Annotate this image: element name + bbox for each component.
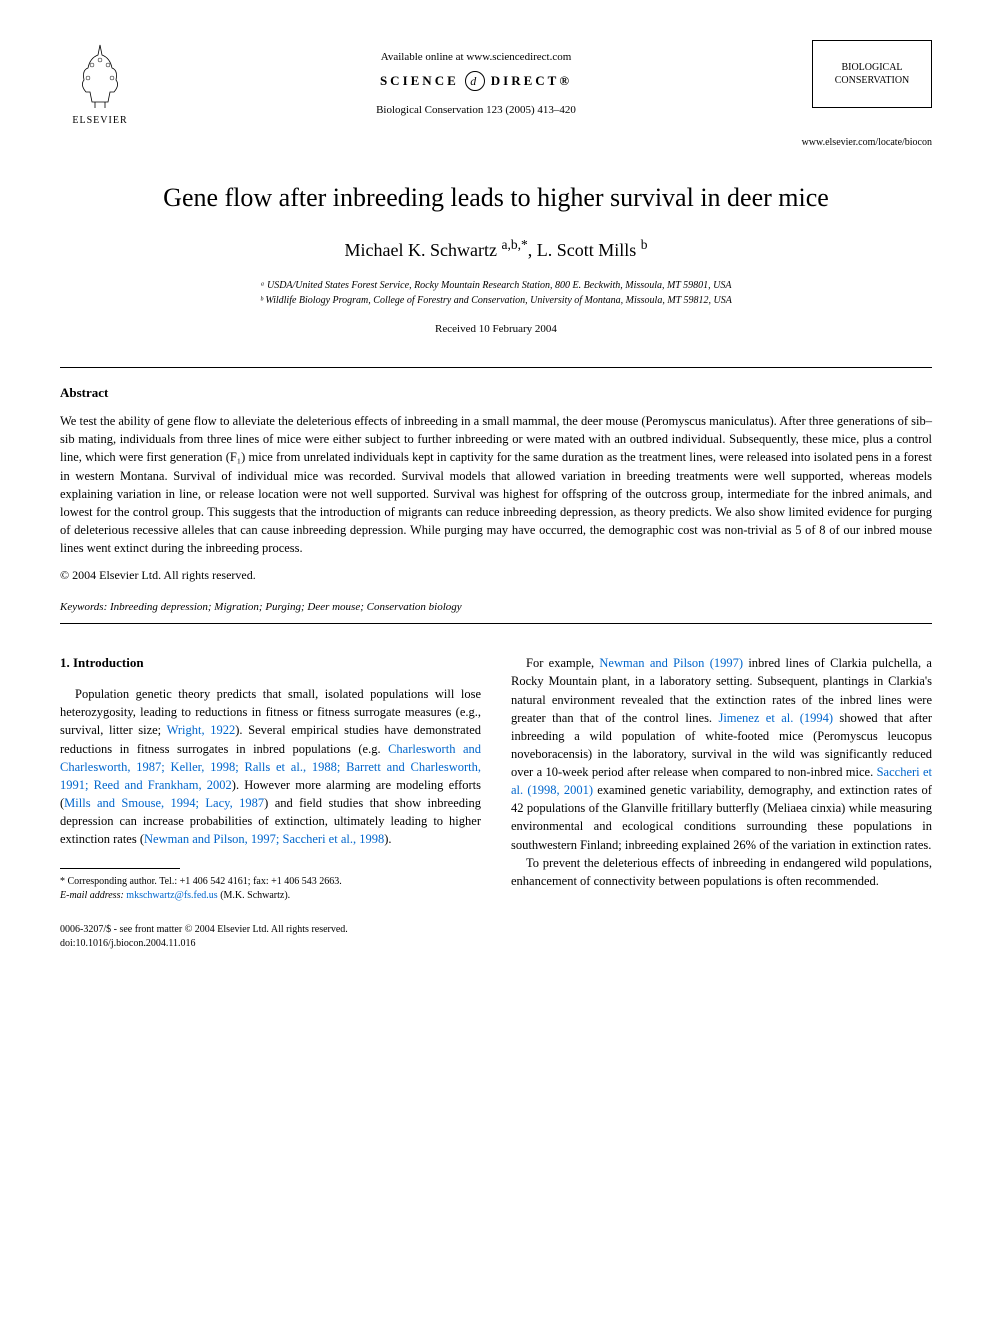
p1-text-5: ).	[384, 832, 391, 846]
email-label: E-mail address:	[60, 890, 124, 901]
abstract-copyright: © 2004 Elsevier Ltd. All rights reserved…	[60, 567, 932, 584]
journal-reference: Biological Conservation 123 (2005) 413–4…	[140, 103, 812, 118]
rule-after-keywords	[60, 623, 932, 624]
publisher-logo-block: ELSEVIER	[60, 40, 140, 128]
abstract-heading: Abstract	[60, 384, 932, 402]
footer-info: 0006-3207/$ - see front matter © 2004 El…	[60, 923, 932, 951]
sd-right: DIRECT®	[491, 72, 572, 90]
header-row: ELSEVIER Available online at www.science…	[60, 40, 932, 128]
journal-url[interactable]: www.elsevier.com/locate/biocon	[60, 136, 932, 150]
footnote-rule	[60, 868, 180, 869]
journal-box-line2: CONSERVATION	[821, 74, 923, 87]
keywords: Keywords: Inbreeding depression; Migrati…	[60, 600, 932, 615]
c2p1-text-1: For example,	[526, 656, 599, 670]
article-title: Gene flow after inbreeding leads to high…	[60, 180, 932, 216]
journal-box-line1: BIOLOGICAL	[821, 61, 923, 74]
available-online-text: Available online at www.sciencedirect.co…	[140, 50, 812, 65]
cite-newman-pilson-1997[interactable]: Newman and Pilson (1997)	[599, 656, 743, 670]
publisher-name: ELSEVIER	[60, 114, 140, 128]
author-separator: ,	[528, 240, 537, 260]
sd-left: SCIENCE	[380, 72, 459, 90]
corresponding-author-footnote: * Corresponding author. Tel.: +1 406 542…	[60, 875, 481, 889]
author-2-affiliation-marks: b	[641, 237, 648, 252]
email-footnote: E-mail address: mkschwartz@fs.fed.us (M.…	[60, 889, 481, 903]
sciencedirect-icon: d	[465, 71, 485, 91]
elsevier-tree-icon	[70, 40, 130, 110]
intro-para-1: Population genetic theory predicts that …	[60, 685, 481, 848]
page-container: ELSEVIER Available online at www.science…	[0, 0, 992, 991]
footer-copyright: 0006-3207/$ - see front matter © 2004 El…	[60, 923, 932, 937]
cite-newman-saccheri[interactable]: Newman and Pilson, 1997; Saccheri et al.…	[144, 832, 384, 846]
footer-doi: doi:10.1016/j.biocon.2004.11.016	[60, 937, 932, 951]
journal-title-box: BIOLOGICAL CONSERVATION	[812, 40, 932, 108]
header-center: Available online at www.sciencedirect.co…	[140, 40, 812, 119]
author-1-name: Michael K. Schwartz	[345, 240, 497, 260]
affiliation-b: ᵇ Wildlife Biology Program, College of F…	[60, 293, 932, 308]
affiliation-a: ᵃ USDA/United States Forest Service, Roc…	[60, 278, 932, 293]
intro-heading: 1. Introduction	[60, 654, 481, 673]
received-date: Received 10 February 2004	[60, 322, 932, 337]
email-attribution: (M.K. Schwartz).	[218, 890, 290, 901]
science-direct-logo: SCIENCE d DIRECT®	[140, 71, 812, 91]
email-link[interactable]: mkschwartz@fs.fed.us	[124, 890, 218, 901]
keywords-label: Keywords:	[60, 601, 107, 613]
abstract-text: We test the ability of gene flow to alle…	[60, 412, 932, 557]
cite-wright-1922[interactable]: Wright, 1922	[167, 723, 236, 737]
journal-box-wrapper: BIOLOGICAL CONSERVATION	[812, 40, 932, 108]
cite-jimenez-1994[interactable]: Jimenez et al. (1994)	[718, 711, 833, 725]
author-1-affiliation-marks: a,b,*	[501, 237, 527, 252]
body-columns: 1. Introduction Population genetic theor…	[60, 654, 932, 903]
col2-para-1: For example, Newman and Pilson (1997) in…	[511, 654, 932, 853]
rule-before-abstract	[60, 367, 932, 368]
author-2-name: L. Scott Mills	[537, 240, 637, 260]
column-left: 1. Introduction Population genetic theor…	[60, 654, 481, 903]
affiliations: ᵃ USDA/United States Forest Service, Roc…	[60, 278, 932, 308]
cite-mills-lacy[interactable]: Mills and Smouse, 1994; Lacy, 1987	[64, 796, 264, 810]
keywords-text: Inbreeding depression; Migration; Purgin…	[107, 601, 461, 613]
authors: Michael K. Schwartz a,b,*, L. Scott Mill…	[60, 236, 932, 263]
col2-para-2: To prevent the deleterious effects of in…	[511, 854, 932, 890]
column-right: For example, Newman and Pilson (1997) in…	[511, 654, 932, 903]
